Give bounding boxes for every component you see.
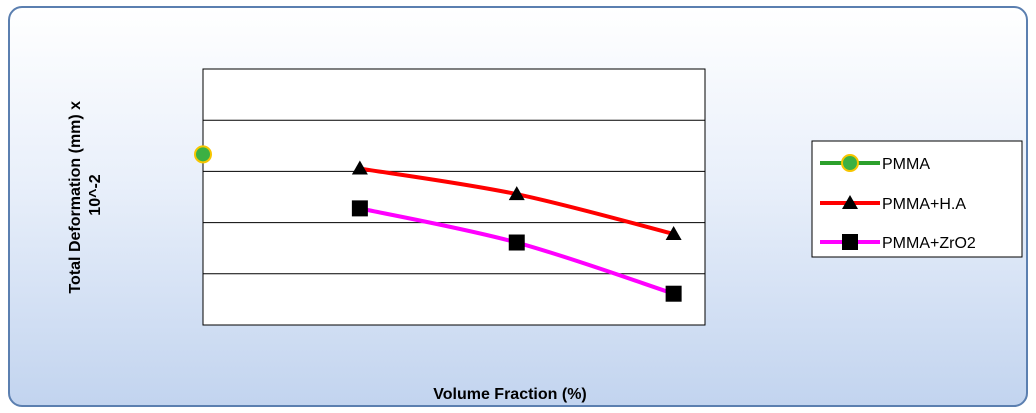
legend: PMMA PMMA+H.A PMMA+ZrO2: [811, 140, 1023, 258]
series-markers: [194, 145, 682, 302]
data-point-pmma-h-a: [508, 186, 525, 201]
legend-label-pmma-h-a: PMMA+H.A: [882, 196, 966, 213]
legend-marker-pmma-h-a: [842, 195, 858, 209]
plot-area: [194, 68, 706, 326]
data-point-pmma: [194, 145, 212, 164]
data-point-pmma-zro2: [508, 234, 525, 251]
chart-area: Volume Fraction (%) Total Deformation (m…: [8, 6, 1028, 407]
legend-marker-pmma: [841, 154, 859, 172]
y-axis-title: Total Deformation (mm) x 10^-2: [67, 96, 104, 293]
legend-label-pmma: PMMA: [882, 156, 930, 173]
data-point-pmma-zro2: [665, 285, 682, 302]
chart-svg: Volume Fraction (%) Total Deformation (m…: [67, 68, 1023, 403]
legend-label-pmma-zro2: PMMA+ZrO2: [882, 235, 976, 252]
x-axis-title: Volume Fraction (%): [433, 386, 587, 403]
y-axis-title-line2: 10^-2: [87, 174, 104, 215]
data-point-pmma-zro2: [351, 200, 368, 217]
legend-marker-pmma-zro2: [842, 234, 858, 250]
plot-background: [202, 68, 706, 326]
y-axis-title-line1: Total Deformation (mm) x: [67, 101, 84, 294]
data-point-pmma-h-a: [351, 160, 368, 175]
data-point-pmma-h-a: [665, 225, 682, 240]
